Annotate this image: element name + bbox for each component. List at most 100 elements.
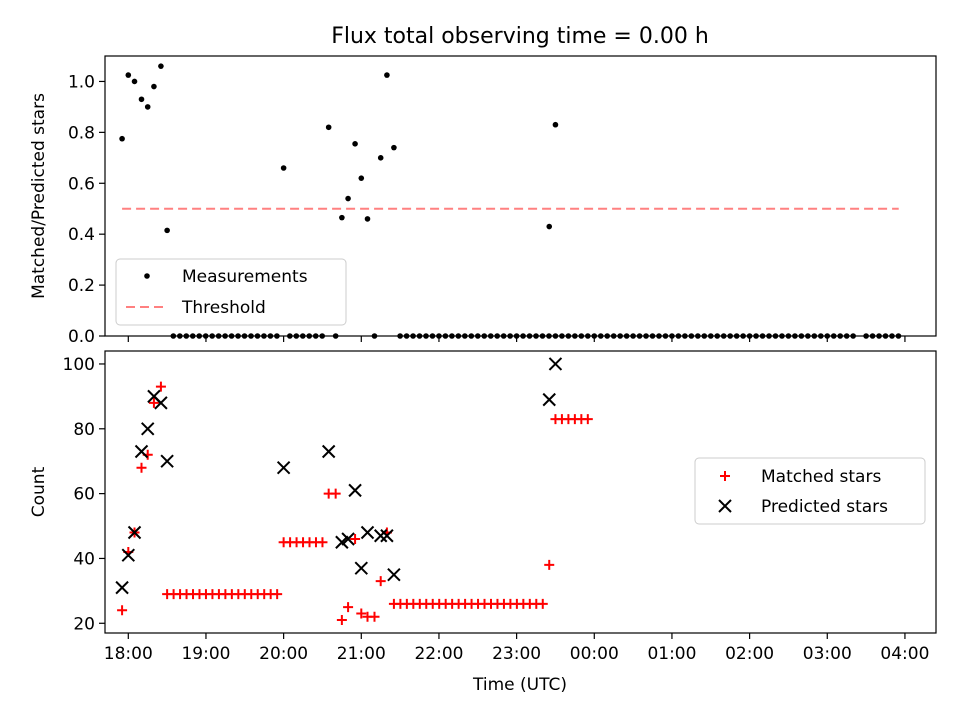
measurement-point — [280, 165, 287, 171]
measurement-point — [572, 333, 578, 339]
predicted-star-point — [115, 580, 129, 595]
predicted-star-point — [341, 532, 355, 546]
measurement-point — [248, 333, 254, 339]
measurement-point — [546, 223, 553, 230]
predicted-star-point — [548, 357, 563, 371]
legend-marker-matched — [720, 471, 730, 481]
bottom-legend: Matched stars Predicted stars — [694, 457, 926, 525]
predicted-star-point — [348, 483, 362, 498]
predicted-star-point — [134, 444, 149, 459]
measurement-point — [707, 333, 714, 339]
measurement-point — [158, 63, 164, 69]
measurement-point — [403, 333, 410, 339]
measurement-point — [228, 333, 235, 339]
measurement-point — [144, 104, 151, 110]
measurement-point — [837, 333, 844, 339]
measurement-point — [585, 333, 591, 339]
bottom-axes-xtick-label: 20:00 — [259, 644, 308, 664]
measurement-point — [391, 144, 397, 151]
predicted-star-point — [154, 396, 168, 410]
measurement-point — [325, 124, 332, 131]
bottom-axes-xtick-label: 18:00 — [104, 644, 153, 664]
matched-star-point — [375, 576, 386, 587]
measurement-point — [623, 333, 630, 339]
measurement-point — [287, 333, 293, 339]
bottom-axes-xtick-label: 02:00 — [725, 644, 774, 664]
measurement-point — [474, 333, 481, 339]
measurement-point — [597, 333, 604, 339]
measurement-point — [131, 78, 138, 85]
bottom-axes-ylabel: Count — [29, 466, 49, 517]
measurement-point — [869, 333, 876, 339]
measurement-point — [656, 333, 662, 339]
measurement-point — [526, 333, 533, 339]
predicted-star-point — [354, 561, 368, 575]
measurement-point — [714, 333, 721, 339]
measurement-point — [442, 333, 449, 339]
top-axes-ytick-label: 0.0 — [68, 327, 95, 347]
measurement-point — [766, 333, 772, 339]
top-axes-ytick-label: 0.8 — [68, 123, 95, 143]
legend-marker-measurements — [144, 273, 150, 279]
top-axes-ytick-label: 0.4 — [68, 225, 95, 245]
measurement-point — [254, 333, 261, 339]
measurement-point — [805, 333, 811, 339]
matched-star-point — [117, 605, 128, 616]
bottom-axes-xtick-label: 22:00 — [414, 644, 463, 664]
measurement-point — [533, 333, 539, 339]
matched-star-point — [369, 611, 380, 622]
measurement-point — [371, 333, 378, 339]
measurement-point — [352, 141, 358, 147]
bottom-axes-frame — [104, 350, 937, 634]
measurement-point — [720, 333, 727, 339]
measurement-point — [824, 333, 831, 339]
predicted-star-point — [335, 535, 349, 549]
measurement-point — [565, 333, 572, 339]
measurement-point — [436, 333, 442, 339]
measurement-point — [772, 333, 779, 339]
legend-label-matched: Matched stars — [761, 467, 881, 487]
measurement-point — [559, 333, 565, 339]
bottom-axes-ytick-label: 100 — [63, 355, 95, 375]
measurement-point — [429, 333, 436, 339]
measurement-point — [455, 333, 462, 339]
measurement-point — [882, 333, 889, 339]
measurement-point — [552, 121, 559, 128]
matched-star-point — [537, 598, 548, 609]
measurement-point — [364, 216, 371, 222]
measurement-point — [119, 135, 125, 142]
measurement-point — [675, 333, 682, 339]
measurement-point — [513, 333, 520, 339]
matched-star-point — [544, 559, 555, 570]
measurement-point — [798, 333, 805, 339]
measurement-point — [682, 333, 688, 339]
matched-star-point — [148, 397, 159, 408]
measurement-point — [591, 333, 598, 339]
measurement-point — [261, 333, 267, 339]
measurement-point — [733, 333, 740, 339]
predicted-star-point — [380, 529, 394, 543]
matched-star-point — [330, 488, 341, 499]
legend-marker-predicted — [718, 499, 732, 513]
measurement-point — [494, 333, 501, 339]
bottom-panel: 20 40 60 80 100 Count 18:00 19:00 20:00 21:00 22:0… — [29, 350, 937, 695]
measurement-point — [449, 333, 455, 339]
bottom-axes-ytick-label: 80 — [73, 420, 95, 440]
measurement-point — [196, 333, 203, 339]
measurement-point — [643, 333, 649, 339]
measurement-point — [759, 333, 766, 339]
measurement-point — [487, 333, 494, 339]
measurement-point — [235, 333, 241, 339]
measurement-point — [377, 155, 384, 161]
predicted-star-point — [160, 454, 174, 468]
measurement-point — [578, 333, 585, 339]
measurement-point — [843, 333, 850, 339]
bottom-axes-ytick-label: 60 — [73, 485, 95, 505]
measurement-point — [695, 333, 701, 339]
measurement-point — [604, 333, 611, 339]
bottom-axes-xtick-label: 01:00 — [647, 644, 696, 664]
bottom-axes-xtick-label: 19:00 — [181, 644, 230, 664]
matched-star-point — [336, 615, 347, 626]
measurement-point — [546, 333, 552, 339]
measurement-point — [817, 333, 824, 339]
